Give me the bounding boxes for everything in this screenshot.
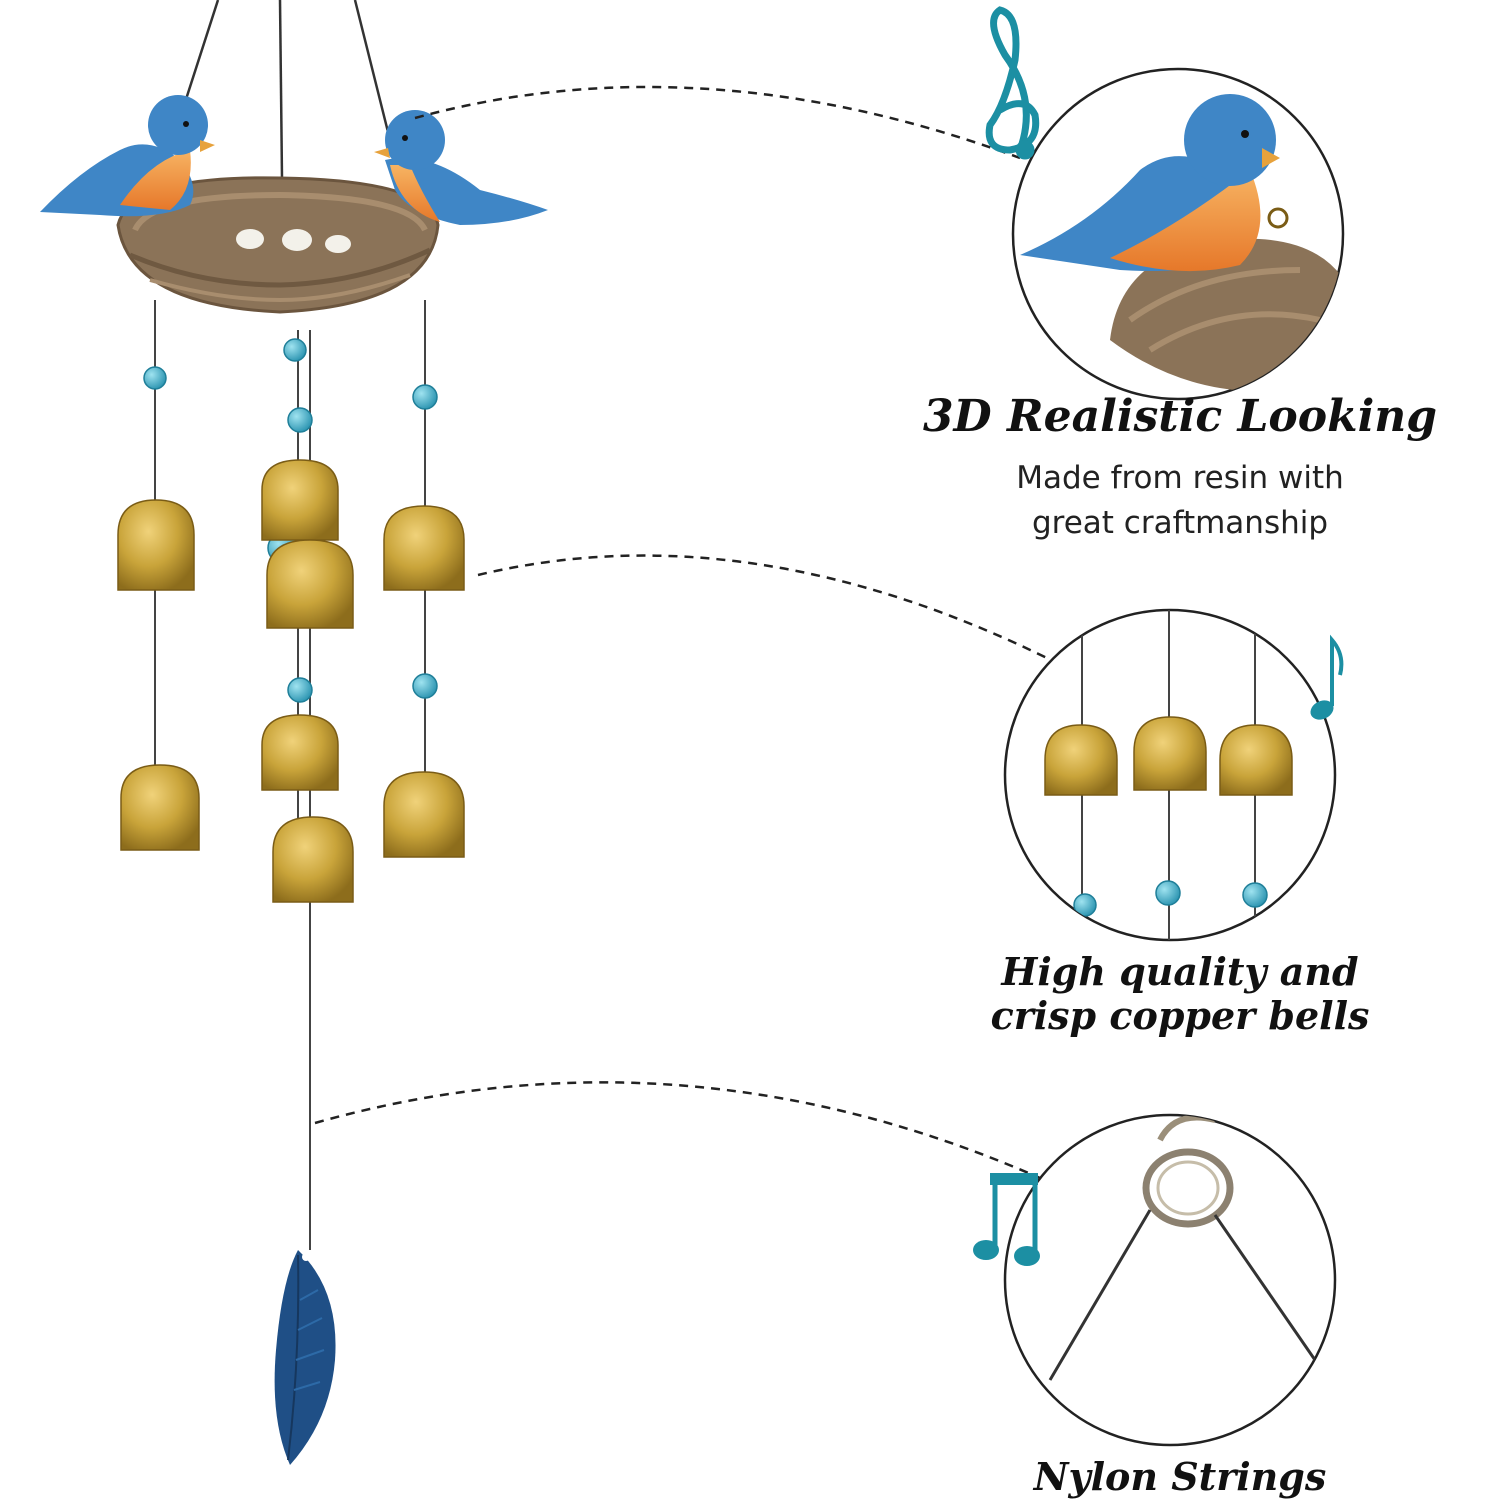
description-line: Made from resin with [1016,460,1344,496]
bird-right [374,110,548,225]
bird-left [40,95,215,217]
treble-clef-icon [985,6,1040,160]
beamed-notes-icon [973,1173,1040,1266]
detail-circle-nylon-strings [1003,1113,1337,1447]
feature-title-copper-bells: High quality and crisp copper bells [900,950,1460,1037]
hanging-strings [158,0,402,181]
nest [116,176,440,314]
feather [274,1250,336,1465]
dashed-connectors [314,85,1056,1180]
copper-bells [117,459,465,903]
feature-title-nylon-strings: Nylon Strings [1033,1454,1327,1499]
eighth-note-icon [1310,634,1344,720]
title-line: High quality and [1001,949,1359,994]
detail-circle-bird [1011,67,1345,401]
feature-title-realistic: 3D Realistic Looking [922,391,1438,442]
detail-circle-bells [1003,608,1337,942]
title-line: crisp copper bells [990,992,1370,1038]
description-line: great craftmanship [1031,504,1329,541]
feature-description-resin: Made from resin with great craftmanship [940,456,1420,546]
